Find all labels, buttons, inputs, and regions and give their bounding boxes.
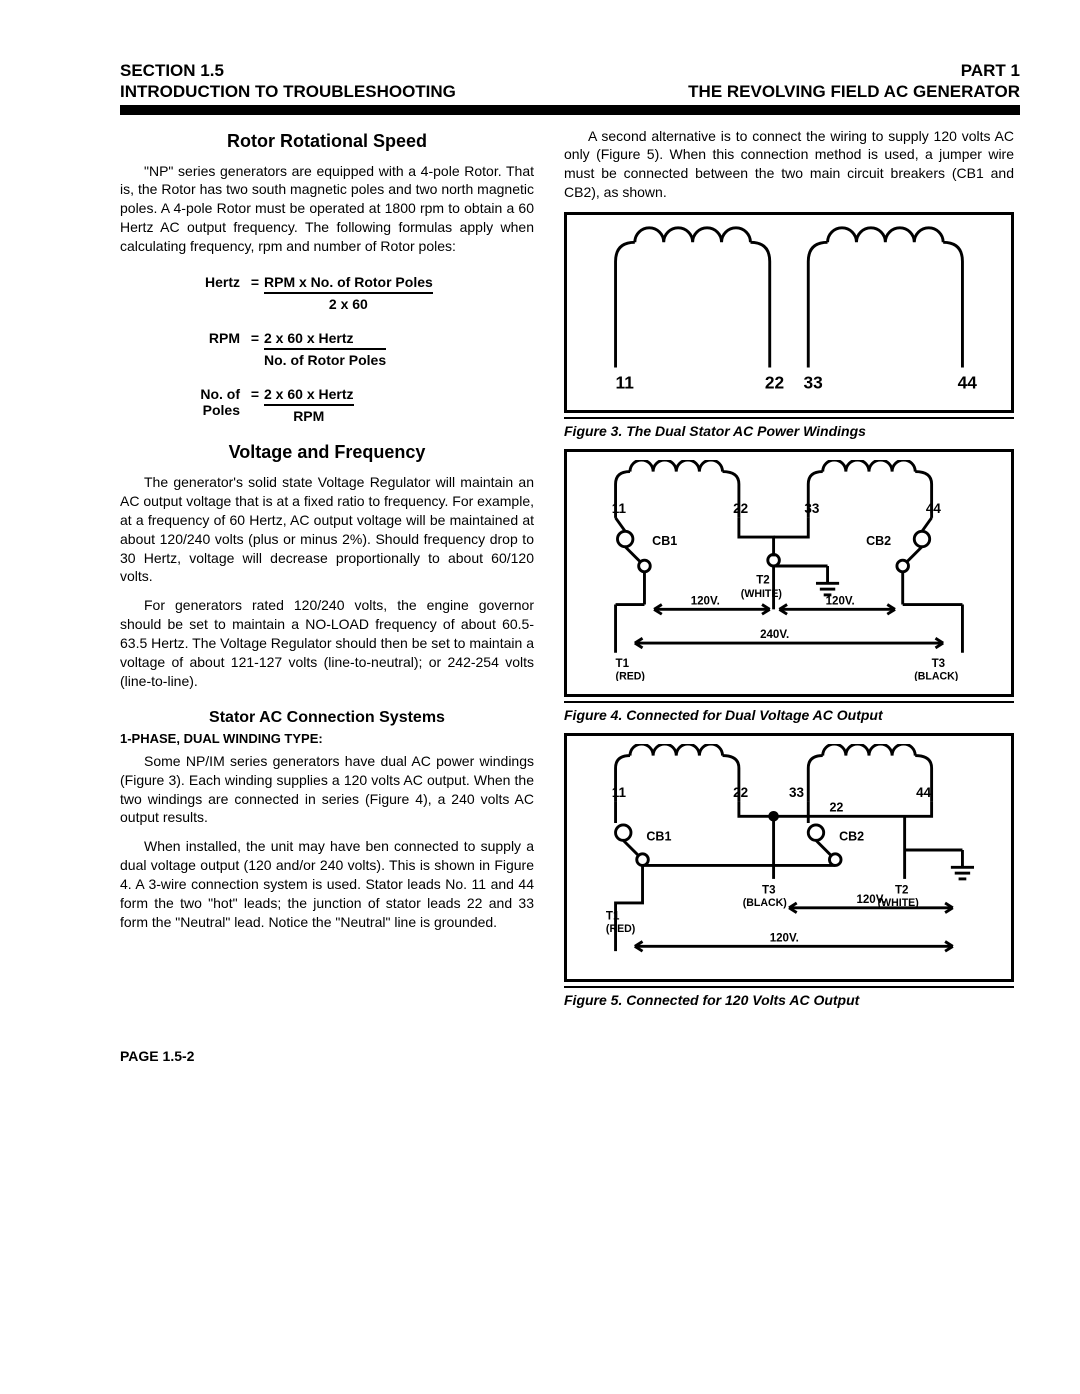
part-num: PART 1	[570, 60, 1020, 81]
f-den: 2 x 60	[264, 292, 433, 312]
svg-text:T3: T3	[762, 884, 775, 896]
f-eq: =	[246, 330, 264, 346]
part-title: THE REVOLVING FIELD AC GENERATOR	[570, 81, 1020, 102]
header-right: PART 1 THE REVOLVING FIELD AC GENERATOR	[570, 60, 1020, 103]
figure-4-box: 11 22 33 44 CB1 CB2 T2 (WHITE) 120V. 120…	[564, 449, 1014, 698]
svg-text:T2: T2	[895, 884, 908, 896]
left-column: Rotor Rotational Speed "NP" series gener…	[120, 127, 534, 1018]
svg-text:(BLACK): (BLACK)	[914, 670, 958, 681]
rotor-p1: "NP" series generators are equipped with…	[120, 162, 534, 256]
rotor-title: Rotor Rotational Speed	[120, 131, 534, 152]
svg-text:CB2: CB2	[866, 533, 891, 547]
vf-p1: The generator's solid state Voltage Regu…	[120, 473, 534, 586]
f-lhs-a: No. of	[160, 386, 240, 402]
figure-3-caption: Figure 3. The Dual Stator AC Power Windi…	[564, 417, 1014, 439]
svg-text:22: 22	[733, 501, 748, 516]
figure-3-box: 11 22 33 44	[564, 212, 1014, 412]
svg-text:CB1: CB1	[646, 829, 671, 843]
svg-text:CB2: CB2	[839, 829, 864, 843]
svg-text:22: 22	[733, 785, 748, 800]
svg-text:(RED): (RED)	[616, 670, 645, 681]
formula-block: Hertz = RPM x No. of Rotor Poles 2 x 60 …	[160, 274, 534, 424]
figure-4-svg: 11 22 33 44 CB1 CB2 T2 (WHITE) 120V. 120…	[577, 460, 1001, 682]
svg-text:11: 11	[612, 785, 627, 800]
formula-poles: No. of Poles = 2 x 60 x Hertz RPM	[160, 386, 534, 424]
f-num: 2 x 60 x Hertz	[264, 330, 386, 346]
svg-text:T3: T3	[932, 658, 945, 670]
svg-text:T1: T1	[616, 658, 630, 670]
svg-text:44: 44	[926, 501, 941, 516]
svg-text:240V.: 240V.	[760, 629, 789, 641]
f-eq: =	[246, 386, 264, 402]
lbl-22: 22	[765, 373, 784, 393]
svg-text:120V.: 120V.	[856, 894, 885, 906]
f-den: RPM	[264, 404, 354, 424]
f-rhs: 2 x 60 x Hertz RPM	[264, 386, 354, 424]
figure-5-caption: Figure 5. Connected for 120 Volts AC Out…	[564, 986, 1014, 1008]
header-row: SECTION 1.5 INTRODUCTION TO TROUBLESHOOT…	[120, 60, 1020, 103]
f-eq: =	[246, 274, 264, 290]
svg-text:33: 33	[804, 501, 819, 516]
svg-text:(RED): (RED)	[606, 923, 635, 935]
f-lhs: RPM	[160, 330, 246, 346]
f-num: 2 x 60 x Hertz	[264, 386, 354, 402]
figure-4-caption: Figure 4. Connected for Dual Voltage AC …	[564, 701, 1014, 723]
stator-p1: Some NP/IM series generators have dual A…	[120, 752, 534, 828]
svg-text:33: 33	[789, 785, 804, 800]
f-lhs: Hertz	[160, 274, 246, 290]
svg-text:(BLACK): (BLACK)	[743, 897, 787, 909]
vf-title: Voltage and Frequency	[120, 442, 534, 463]
svg-text:11: 11	[612, 501, 627, 516]
columns: Rotor Rotational Speed "NP" series gener…	[120, 127, 1020, 1018]
svg-text:T1: T1	[606, 911, 620, 923]
f-lhs: No. of Poles	[160, 386, 246, 418]
svg-text:44: 44	[916, 785, 931, 800]
section-num: SECTION 1.5	[120, 60, 534, 81]
section-title: INTRODUCTION TO TROUBLESHOOTING	[120, 81, 534, 102]
right-intro: A second alternative is to connect the w…	[564, 127, 1014, 203]
svg-text:22: 22	[829, 801, 843, 815]
f-den: No. of Rotor Poles	[264, 348, 386, 368]
page: SECTION 1.5 INTRODUCTION TO TROUBLESHOOT…	[0, 0, 1080, 1064]
f-rhs: RPM x No. of Rotor Poles 2 x 60	[264, 274, 433, 312]
formula-hertz: Hertz = RPM x No. of Rotor Poles 2 x 60	[160, 274, 534, 312]
lbl-11: 11	[616, 373, 635, 393]
header-rule	[120, 105, 1020, 115]
svg-text:120V.: 120V.	[826, 595, 855, 607]
svg-text:T2: T2	[756, 574, 769, 586]
stator-title: Stator AC Connection Systems	[120, 709, 534, 727]
svg-text:120V.: 120V.	[770, 933, 799, 945]
figure-5-box: 11 22 33 44 22 CB1 CB2 T3 (BLACK) T2 (WH…	[564, 733, 1014, 982]
header-left: SECTION 1.5 INTRODUCTION TO TROUBLESHOOT…	[120, 60, 534, 103]
lbl-44: 44	[958, 373, 978, 393]
svg-text:120V.: 120V.	[691, 595, 720, 607]
right-column: A second alternative is to connect the w…	[564, 127, 1014, 1018]
vf-p2: For generators rated 120/240 volts, the …	[120, 596, 534, 690]
page-number: PAGE 1.5-2	[120, 1048, 1020, 1064]
svg-text:CB1: CB1	[652, 533, 677, 547]
svg-text:(WHITE): (WHITE)	[741, 587, 782, 599]
f-num: RPM x No. of Rotor Poles	[264, 274, 433, 290]
figure-3-svg: 11 22 33 44	[577, 223, 1001, 396]
stator-p2: When installed, the unit may have ben co…	[120, 837, 534, 931]
stator-subtype: 1-PHASE, DUAL WINDING TYPE:	[120, 731, 534, 746]
figure-5-svg: 11 22 33 44 22 CB1 CB2 T3 (BLACK) T2 (WH…	[577, 744, 1001, 966]
f-lhs-b: Poles	[160, 402, 240, 418]
f-rhs: 2 x 60 x Hertz No. of Rotor Poles	[264, 330, 386, 368]
formula-rpm: RPM = 2 x 60 x Hertz No. of Rotor Poles	[160, 330, 534, 368]
lbl-33: 33	[803, 373, 823, 393]
